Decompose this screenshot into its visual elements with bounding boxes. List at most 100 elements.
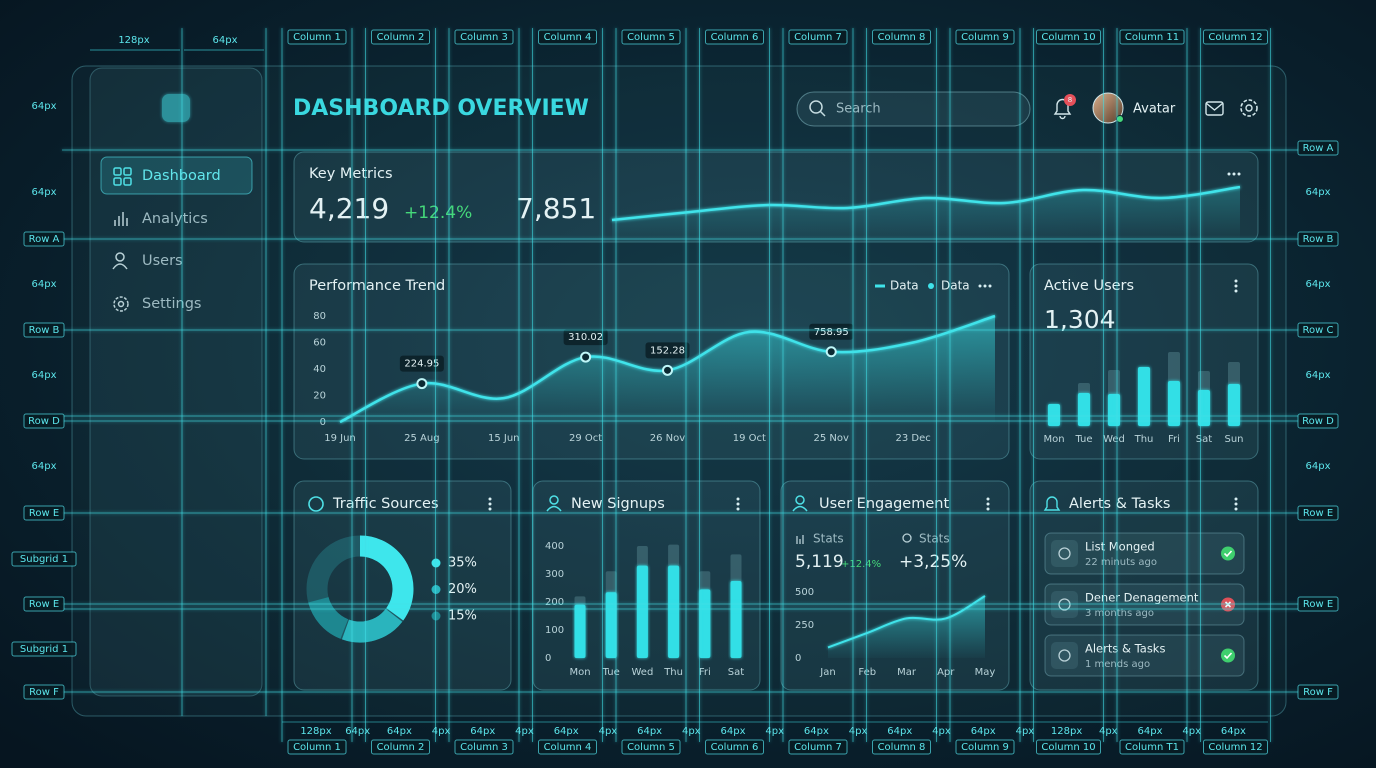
- card-title: Performance Trend: [309, 278, 445, 294]
- guide-label-box: [1297, 322, 1339, 338]
- alert-item[interactable]: [1044, 532, 1245, 575]
- guide-label: 64px: [1306, 187, 1331, 198]
- metric-value: 7,851: [516, 192, 596, 225]
- menu-dot[interactable]: [488, 497, 492, 501]
- alert-status: [1221, 648, 1235, 663]
- guide-label: Column 10: [1041, 32, 1095, 43]
- guide-label-box: [1119, 29, 1185, 45]
- x-tick-label: Feb: [858, 667, 876, 678]
- trend-point: [580, 351, 592, 363]
- nav-item[interactable]: Users: [142, 253, 183, 269]
- guide-label-box: [1203, 29, 1268, 45]
- guide-label: 64px: [213, 35, 238, 46]
- guide-label-box: [705, 29, 764, 45]
- guide-label: 64px: [804, 726, 829, 737]
- menu-dot[interactable]: [1234, 497, 1238, 501]
- legend-label: 20%: [448, 582, 477, 597]
- x-tick-label: 19 Oct: [733, 433, 766, 444]
- menu-dot[interactable]: [978, 284, 982, 288]
- menu-dot[interactable]: [1227, 172, 1231, 176]
- bar: [1078, 393, 1090, 426]
- guide-label: Row E: [29, 508, 59, 519]
- menu-dot[interactable]: [736, 507, 740, 511]
- guide-label: Column 3: [460, 32, 508, 43]
- x-tick-label: 29 Oct: [569, 433, 602, 444]
- menu-dot[interactable]: [986, 507, 990, 511]
- menu-dot[interactable]: [736, 497, 740, 501]
- y-tick-label: 40: [313, 364, 326, 375]
- guide-label: Column 9: [961, 742, 1009, 753]
- menu-dot[interactable]: [488, 502, 492, 506]
- x-tick-label: Fri: [699, 667, 711, 678]
- nav-item[interactable]: Dashboard: [142, 168, 221, 184]
- search-box[interactable]: [796, 91, 1031, 127]
- guide-label: 4px: [682, 726, 701, 737]
- x-tick-label: 26 Nov: [650, 433, 686, 444]
- alert-time: 1 mends ago: [1085, 659, 1150, 670]
- engagement-line: [827, 595, 986, 649]
- nav-item[interactable]: Analytics: [142, 211, 208, 227]
- point-label-bg: [399, 355, 444, 372]
- guide-label: 64px: [971, 726, 996, 737]
- menu-dot[interactable]: [488, 507, 492, 511]
- guide-label: Column 9: [961, 32, 1009, 43]
- menu-dot[interactable]: [986, 497, 990, 501]
- menu-dot[interactable]: [1234, 502, 1238, 506]
- guide-label: 4px: [1016, 726, 1035, 737]
- menu-dot[interactable]: [1232, 172, 1236, 176]
- logo[interactable]: [162, 94, 190, 122]
- guide-label: Column 7: [794, 742, 842, 753]
- mail-icon[interactable]: [1205, 101, 1224, 116]
- metric-change: +12.4%: [404, 203, 472, 223]
- menu-dot[interactable]: [1234, 507, 1238, 511]
- alert-time: 3 months ago: [1085, 608, 1154, 619]
- x-tick-label: 15 Jun: [488, 433, 520, 444]
- nav-icon: [123, 167, 132, 176]
- nav-item[interactable]: Settings: [142, 296, 201, 312]
- page-title: DASHBOARD OVERVIEW: [293, 96, 589, 121]
- guide-label-box: [371, 739, 430, 755]
- donut-segment: [359, 535, 414, 621]
- bar: [1168, 381, 1180, 426]
- settings-icon[interactable]: [1240, 99, 1258, 117]
- guide-label: 64px: [721, 726, 746, 737]
- guide-label-box: [23, 505, 65, 521]
- guide-label-box: [538, 29, 597, 45]
- guide-label-box: [11, 551, 77, 567]
- menu-dot[interactable]: [983, 284, 987, 288]
- stat-label: Stats: [919, 532, 950, 546]
- menu-dot[interactable]: [1237, 172, 1241, 176]
- guide-label-box: [1297, 505, 1339, 521]
- menu-dot[interactable]: [986, 502, 990, 506]
- alert-item[interactable]: [1044, 634, 1245, 677]
- signups-icon: [549, 495, 559, 505]
- guide-label: Column 4: [544, 32, 592, 43]
- guide-label-box: [1119, 739, 1185, 755]
- engagement-icon: [792, 505, 808, 512]
- guide-label-box: [23, 413, 65, 429]
- guide-label: Row C: [1303, 325, 1334, 336]
- bell-icon[interactable]: [1053, 98, 1072, 120]
- point-label: 758.95: [814, 327, 849, 338]
- card-title: Traffic Sources: [332, 496, 439, 512]
- menu-dot[interactable]: [1234, 289, 1238, 293]
- guide-label-box: [538, 739, 597, 755]
- menu-dot[interactable]: [988, 284, 992, 288]
- guide-label-box: [23, 596, 65, 612]
- menu-dot[interactable]: [1234, 284, 1238, 288]
- guide-label-box: [1297, 413, 1339, 429]
- point-label-bg: [563, 329, 608, 346]
- guide-label: Column 6: [711, 742, 759, 753]
- menu-dot[interactable]: [736, 502, 740, 506]
- bar: [1138, 367, 1150, 426]
- guide-label: Column 7: [794, 32, 842, 43]
- guide-label: Column 2: [377, 32, 425, 43]
- menu-dot[interactable]: [1234, 279, 1238, 283]
- avatar[interactable]: [1092, 92, 1124, 124]
- guide-label-box: [872, 29, 931, 45]
- x-tick-label: Wed: [631, 667, 653, 678]
- x-tick-label: 25 Aug: [404, 433, 439, 444]
- guide-label: Column 8: [878, 742, 926, 753]
- stat-value: +3,25%: [899, 552, 967, 572]
- guide-label: 64px: [32, 461, 57, 472]
